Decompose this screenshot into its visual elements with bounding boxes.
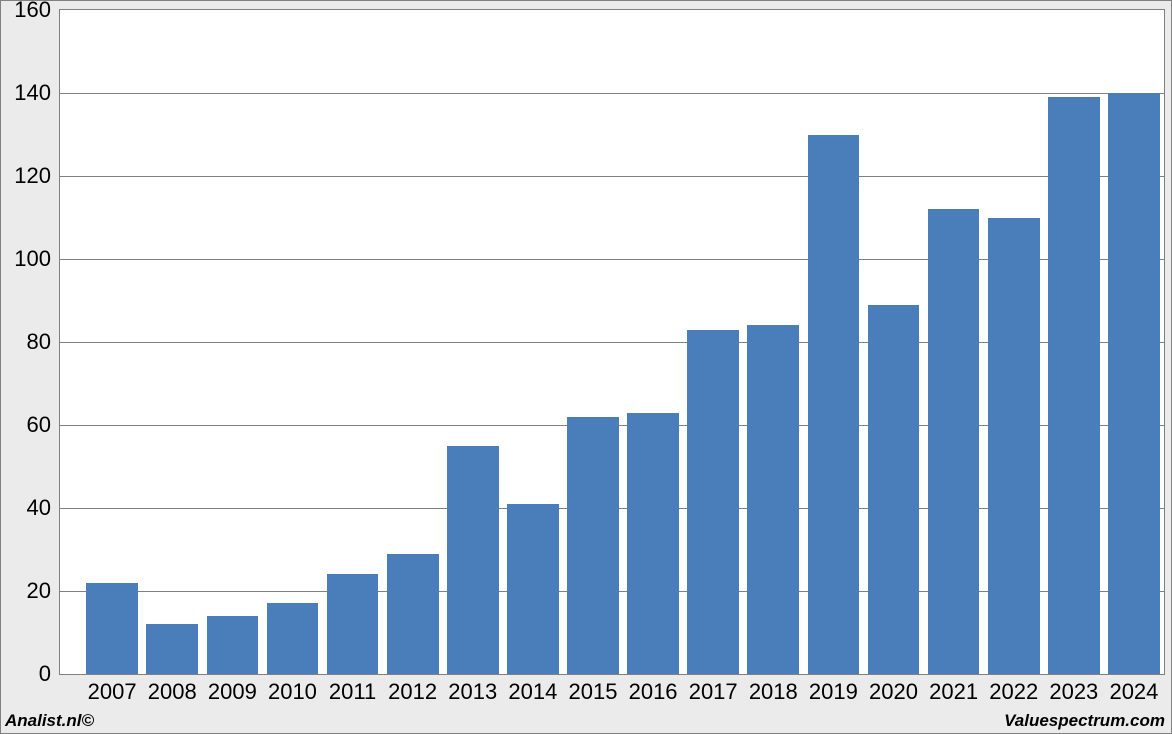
x-tick-label: 2024	[1109, 679, 1158, 705]
y-tick-label: 20	[1, 578, 51, 604]
x-tick-label: 2010	[268, 679, 317, 705]
bar	[1108, 93, 1160, 674]
bar	[627, 413, 679, 674]
x-tick-label: 2015	[569, 679, 618, 705]
chart-frame: 0 20 40 60 80 100 120 140 160 2007 2008 2009 2010 20…	[0, 0, 1172, 734]
x-tick-label: 2019	[809, 679, 858, 705]
bar	[387, 554, 439, 674]
y-tick-label: 140	[1, 80, 51, 106]
bar	[808, 135, 860, 675]
x-tick-label: 2009	[208, 679, 257, 705]
y-tick-label: 120	[1, 163, 51, 189]
bar	[327, 574, 379, 674]
y-tick-label: 40	[1, 495, 51, 521]
x-tick-label: 2016	[629, 679, 678, 705]
bar	[928, 209, 980, 674]
y-tick-label: 60	[1, 412, 51, 438]
bar	[687, 330, 739, 674]
y-tick-label: 100	[1, 246, 51, 272]
x-tick-label: 2008	[148, 679, 197, 705]
x-tick-label: 2013	[448, 679, 497, 705]
x-tick-label: 2022	[989, 679, 1038, 705]
x-tick-label: 2011	[329, 679, 376, 705]
bar	[988, 218, 1040, 675]
bar	[207, 616, 259, 674]
x-tick-label: 2007	[88, 679, 137, 705]
bar	[567, 417, 619, 674]
bar	[868, 305, 920, 674]
bar	[507, 504, 559, 674]
footer-credit-right: Valuespectrum.com	[1004, 711, 1165, 731]
x-tick-label: 2017	[689, 679, 738, 705]
x-tick-label: 2021	[929, 679, 978, 705]
bar	[146, 624, 198, 674]
bar	[267, 603, 319, 674]
x-tick-label: 2018	[749, 679, 798, 705]
bar	[447, 446, 499, 674]
x-tick-label: 2020	[869, 679, 918, 705]
bar	[747, 325, 799, 674]
x-tick-label: 2012	[388, 679, 437, 705]
y-tick-label: 0	[1, 661, 51, 687]
x-tick-label: 2014	[508, 679, 557, 705]
bar	[86, 583, 138, 674]
grid-line	[60, 93, 1164, 94]
y-tick-label: 80	[1, 329, 51, 355]
grid-line	[60, 176, 1164, 177]
bar	[1048, 97, 1100, 674]
x-tick-label: 2023	[1049, 679, 1098, 705]
plot-area	[59, 9, 1165, 675]
footer-credit-left: Analist.nl©	[5, 711, 94, 731]
y-tick-label: 160	[1, 0, 51, 23]
